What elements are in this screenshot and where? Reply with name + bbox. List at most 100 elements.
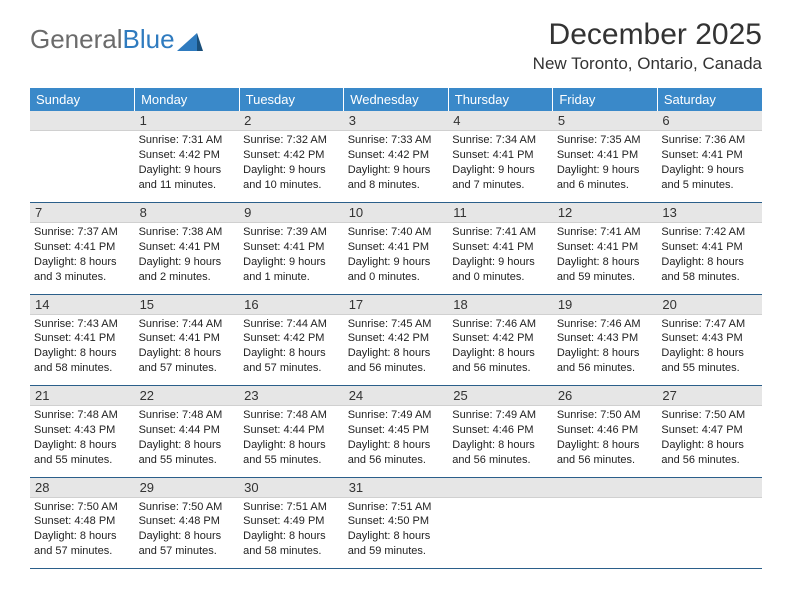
week-separator bbox=[30, 568, 762, 569]
sunset-text: Sunset: 4:41 PM bbox=[139, 331, 236, 346]
sunrise-text: Sunrise: 7:41 AM bbox=[452, 225, 549, 240]
weekday-header-row: Sunday Monday Tuesday Wednesday Thursday… bbox=[30, 88, 762, 111]
daylight-text: Daylight: 9 hours and 6 minutes. bbox=[557, 163, 654, 193]
day-cell bbox=[657, 477, 762, 568]
sunrise-text: Sunrise: 7:42 AM bbox=[661, 225, 758, 240]
week-row: 1Sunrise: 7:31 AMSunset: 4:42 PMDaylight… bbox=[30, 111, 762, 202]
sunset-text: Sunset: 4:43 PM bbox=[661, 331, 758, 346]
daylight-text: Daylight: 9 hours and 10 minutes. bbox=[243, 163, 340, 193]
day-number: 11 bbox=[448, 203, 553, 223]
day-number: 10 bbox=[344, 203, 449, 223]
day-cell: 21Sunrise: 7:48 AMSunset: 4:43 PMDayligh… bbox=[30, 386, 135, 477]
sunset-text: Sunset: 4:41 PM bbox=[34, 331, 131, 346]
day-cell: 30Sunrise: 7:51 AMSunset: 4:49 PMDayligh… bbox=[239, 477, 344, 568]
day-content: Sunrise: 7:44 AMSunset: 4:41 PMDaylight:… bbox=[135, 315, 240, 380]
day-number: 6 bbox=[657, 111, 762, 131]
brand-part1: General bbox=[30, 24, 123, 55]
sunrise-text: Sunrise: 7:32 AM bbox=[243, 133, 340, 148]
sunset-text: Sunset: 4:48 PM bbox=[139, 514, 236, 529]
sunset-text: Sunset: 4:44 PM bbox=[139, 423, 236, 438]
day-content: Sunrise: 7:43 AMSunset: 4:41 PMDaylight:… bbox=[30, 315, 135, 380]
sunset-text: Sunset: 4:43 PM bbox=[557, 331, 654, 346]
day-cell: 8Sunrise: 7:38 AMSunset: 4:41 PMDaylight… bbox=[135, 203, 240, 294]
sunrise-text: Sunrise: 7:38 AM bbox=[139, 225, 236, 240]
day-cell: 9Sunrise: 7:39 AMSunset: 4:41 PMDaylight… bbox=[239, 203, 344, 294]
day-number: 19 bbox=[553, 295, 658, 315]
week-row: 21 Sunrise: 7:48 AM Sunset: 4:43 PM Dayligh… bbox=[30, 386, 762, 477]
weekday-header: Sunday bbox=[30, 88, 135, 111]
sunset-text: Sunset: 4:41 PM bbox=[243, 240, 340, 255]
daylight-text: Daylight: 8 hours and 55 minutes. bbox=[661, 346, 758, 376]
day-content: Sunrise: 7:39 AMSunset: 4:41 PMDaylight:… bbox=[239, 223, 344, 288]
sunrise-text: Sunrise: 7:34 AM bbox=[452, 133, 549, 148]
day-cell: 20Sunrise: 7:47 AMSunset: 4:43 PMDayligh… bbox=[657, 294, 762, 385]
title-block: December 2025 New Toronto, Ontario, Cana… bbox=[533, 18, 762, 74]
day-number: 21 bbox=[30, 386, 135, 406]
sunrise-text: Sunrise: 7:35 AM bbox=[557, 133, 654, 148]
day-number: 8 bbox=[135, 203, 240, 223]
sunset-text: Sunset: 4:48 PM bbox=[34, 514, 131, 529]
day-number: 28 bbox=[30, 478, 135, 498]
day-cell: 14Sunrise: 7:43 AMSunset: 4:41 PMDayligh… bbox=[30, 294, 135, 385]
sunrise-text: Sunrise: 7:49 AM bbox=[348, 408, 445, 423]
day-cell: 10Sunrise: 7:40 AMSunset: 4:41 PMDayligh… bbox=[344, 203, 449, 294]
day-content: Sunrise: 7:49 AMSunset: 4:45 PMDaylight:… bbox=[344, 406, 449, 471]
day-cell bbox=[553, 477, 658, 568]
daylight-text: Daylight: 8 hours and 3 minutes. bbox=[34, 255, 131, 285]
day-content: Sunrise: 7:42 AMSunset: 4:41 PMDaylight:… bbox=[657, 223, 762, 288]
sunset-text: Sunset: 4:45 PM bbox=[348, 423, 445, 438]
sunset-text: Sunset: 4:43 PM bbox=[34, 423, 131, 438]
day-content: Sunrise: 7:48 AMSunset: 4:44 PMDaylight:… bbox=[239, 406, 344, 471]
day-cell: 6Sunrise: 7:36 AMSunset: 4:41 PMDaylight… bbox=[657, 111, 762, 202]
day-cell: 18Sunrise: 7:46 AMSunset: 4:42 PMDayligh… bbox=[448, 294, 553, 385]
day-content: Sunrise: 7:50 AMSunset: 4:48 PMDaylight:… bbox=[30, 498, 135, 563]
daylight-text: Daylight: 8 hours and 56 minutes. bbox=[452, 438, 549, 468]
day-cell: 4Sunrise: 7:34 AMSunset: 4:41 PMDaylight… bbox=[448, 111, 553, 202]
weekday-header: Thursday bbox=[448, 88, 553, 111]
daylight-text: Daylight: 8 hours and 58 minutes. bbox=[661, 255, 758, 285]
daylight-text: Daylight: 8 hours and 56 minutes. bbox=[452, 346, 549, 376]
day-number: 23 bbox=[239, 386, 344, 406]
sunset-text: Sunset: 4:41 PM bbox=[661, 240, 758, 255]
daylight-text: Daylight: 9 hours and 8 minutes. bbox=[348, 163, 445, 193]
daylight-text: Daylight: 9 hours and 1 minute. bbox=[243, 255, 340, 285]
day-cell: 16Sunrise: 7:44 AMSunset: 4:42 PMDayligh… bbox=[239, 294, 344, 385]
day-cell: 31Sunrise: 7:51 AMSunset: 4:50 PMDayligh… bbox=[344, 477, 449, 568]
daylight-text: Daylight: 8 hours and 55 minutes. bbox=[139, 438, 236, 468]
week-row: 7Sunrise: 7:37 AMSunset: 4:41 PMDaylight… bbox=[30, 203, 762, 294]
day-number: 17 bbox=[344, 295, 449, 315]
day-cell: 17Sunrise: 7:45 AMSunset: 4:42 PMDayligh… bbox=[344, 294, 449, 385]
sunrise-text: Sunrise: 7:36 AM bbox=[661, 133, 758, 148]
day-content: Sunrise: 7:35 AMSunset: 4:41 PMDaylight:… bbox=[553, 131, 658, 196]
brand-logo: GeneralBlue bbox=[30, 18, 203, 55]
sunset-text: Sunset: 4:41 PM bbox=[557, 148, 654, 163]
daylight-text: Daylight: 8 hours and 58 minutes. bbox=[34, 346, 131, 376]
day-number: 20 bbox=[657, 295, 762, 315]
daylight-text: Daylight: 8 hours and 57 minutes. bbox=[139, 529, 236, 559]
sunrise-text: Sunrise: 7:33 AM bbox=[348, 133, 445, 148]
sunrise-text: Sunrise: 7:48 AM bbox=[243, 408, 340, 423]
day-number bbox=[657, 478, 762, 498]
day-number: 2 bbox=[239, 111, 344, 131]
calendar-table: Sunday Monday Tuesday Wednesday Thursday… bbox=[30, 88, 762, 569]
day-number: 26 bbox=[553, 386, 658, 406]
sunset-text: Sunset: 4:46 PM bbox=[452, 423, 549, 438]
day-number: 15 bbox=[135, 295, 240, 315]
day-content: Sunrise: 7:46 AMSunset: 4:43 PMDaylight:… bbox=[553, 315, 658, 380]
weekday-header: Saturday bbox=[657, 88, 762, 111]
day-cell bbox=[30, 111, 135, 202]
calendar-body: 1Sunrise: 7:31 AMSunset: 4:42 PMDaylight… bbox=[30, 111, 762, 569]
day-content: Sunrise: 7:47 AMSunset: 4:43 PMDaylight:… bbox=[657, 315, 762, 380]
day-content: Sunrise: 7:38 AMSunset: 4:41 PMDaylight:… bbox=[135, 223, 240, 288]
daylight-text: Daylight: 8 hours and 59 minutes. bbox=[348, 529, 445, 559]
sunrise-text: Sunrise: 7:50 AM bbox=[139, 500, 236, 515]
day-content: Sunrise: 7:41 AMSunset: 4:41 PMDaylight:… bbox=[448, 223, 553, 288]
day-content: Sunrise: 7:50 AMSunset: 4:46 PMDaylight:… bbox=[553, 406, 658, 471]
weekday-header: Tuesday bbox=[239, 88, 344, 111]
sunrise-text: Sunrise: 7:44 AM bbox=[139, 317, 236, 332]
day-cell: 23Sunrise: 7:48 AMSunset: 4:44 PMDayligh… bbox=[239, 386, 344, 477]
sunset-text: Sunset: 4:42 PM bbox=[139, 148, 236, 163]
day-cell: 24Sunrise: 7:49 AMSunset: 4:45 PMDayligh… bbox=[344, 386, 449, 477]
day-cell: 15Sunrise: 7:44 AMSunset: 4:41 PMDayligh… bbox=[135, 294, 240, 385]
day-number: 7 bbox=[30, 203, 135, 223]
